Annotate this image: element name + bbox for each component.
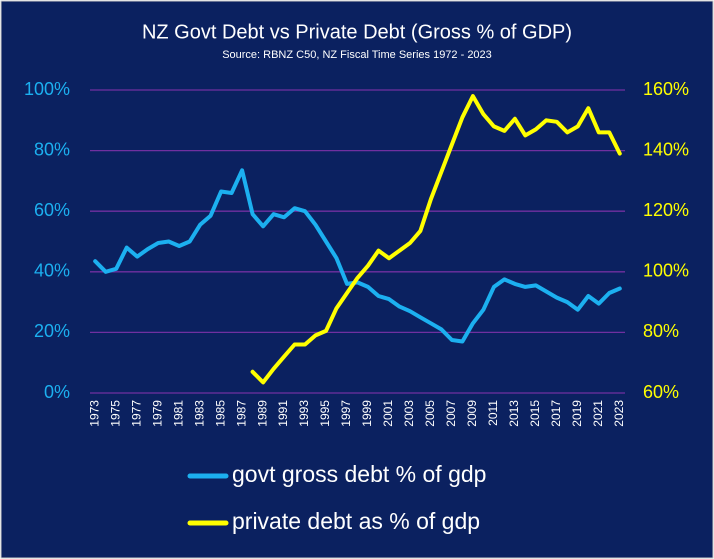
series-line <box>250 94 622 385</box>
y-tick-label: 100% <box>24 79 70 99</box>
y-tick-label: 80% <box>34 139 70 159</box>
x-tick-label: 2011 <box>486 400 500 426</box>
x-tick-label: 1999 <box>360 400 374 427</box>
x-tick-label: 1993 <box>297 400 311 427</box>
x-tick-label: 2023 <box>612 400 626 427</box>
x-tick-label: 1989 <box>255 400 269 427</box>
x-tick-label: 1979 <box>150 400 164 427</box>
chart-title: NZ Govt Debt vs Private Debt (Gross % of… <box>142 21 572 43</box>
x-tick-label: 2003 <box>402 400 416 427</box>
x-tick-label: 2015 <box>528 400 542 427</box>
y2-tick-label: 80% <box>643 321 679 341</box>
x-tick-label: 1973 <box>87 400 101 427</box>
x-tick-label: 2017 <box>549 400 563 427</box>
y-tick-label: 40% <box>34 261 70 281</box>
legend-label: govt gross debt % of gdp <box>232 461 486 487</box>
y-tick-label: 0% <box>44 382 70 402</box>
chart-subtitle: Source: RBNZ C50, NZ Fiscal Time Series … <box>222 49 492 61</box>
x-tick-label: 2005 <box>423 400 437 427</box>
series-line <box>93 168 622 344</box>
x-tick-label: 1985 <box>213 400 227 427</box>
x-tick-label: 2021 <box>591 400 605 427</box>
legend-label: private debt as % of gdp <box>232 508 480 534</box>
y2-tick-label: 60% <box>643 382 679 402</box>
x-tick-label: 2007 <box>444 400 458 427</box>
x-tick-label: 1991 <box>276 400 290 427</box>
y2-tick-label: 160% <box>643 79 689 99</box>
x-tick-label: 1997 <box>339 400 353 427</box>
x-tick-label: 1987 <box>234 400 248 427</box>
x-tick-label: 1975 <box>108 400 122 427</box>
y2-tick-label: 120% <box>643 200 689 220</box>
y2-tick-label: 140% <box>643 139 689 159</box>
x-tick-label: 2019 <box>570 400 584 427</box>
x-tick-label: 2001 <box>381 400 395 427</box>
x-tick-label: 2013 <box>507 400 521 427</box>
x-tick-label: 1981 <box>171 400 185 427</box>
x-tick-label: 2009 <box>465 400 479 427</box>
x-tick-label: 1977 <box>129 400 143 427</box>
x-tick-label: 1983 <box>192 400 206 427</box>
y-tick-label: 20% <box>34 321 70 341</box>
y2-tick-label: 100% <box>643 261 689 281</box>
x-tick-label: 1995 <box>318 400 332 427</box>
y-tick-label: 60% <box>34 200 70 220</box>
